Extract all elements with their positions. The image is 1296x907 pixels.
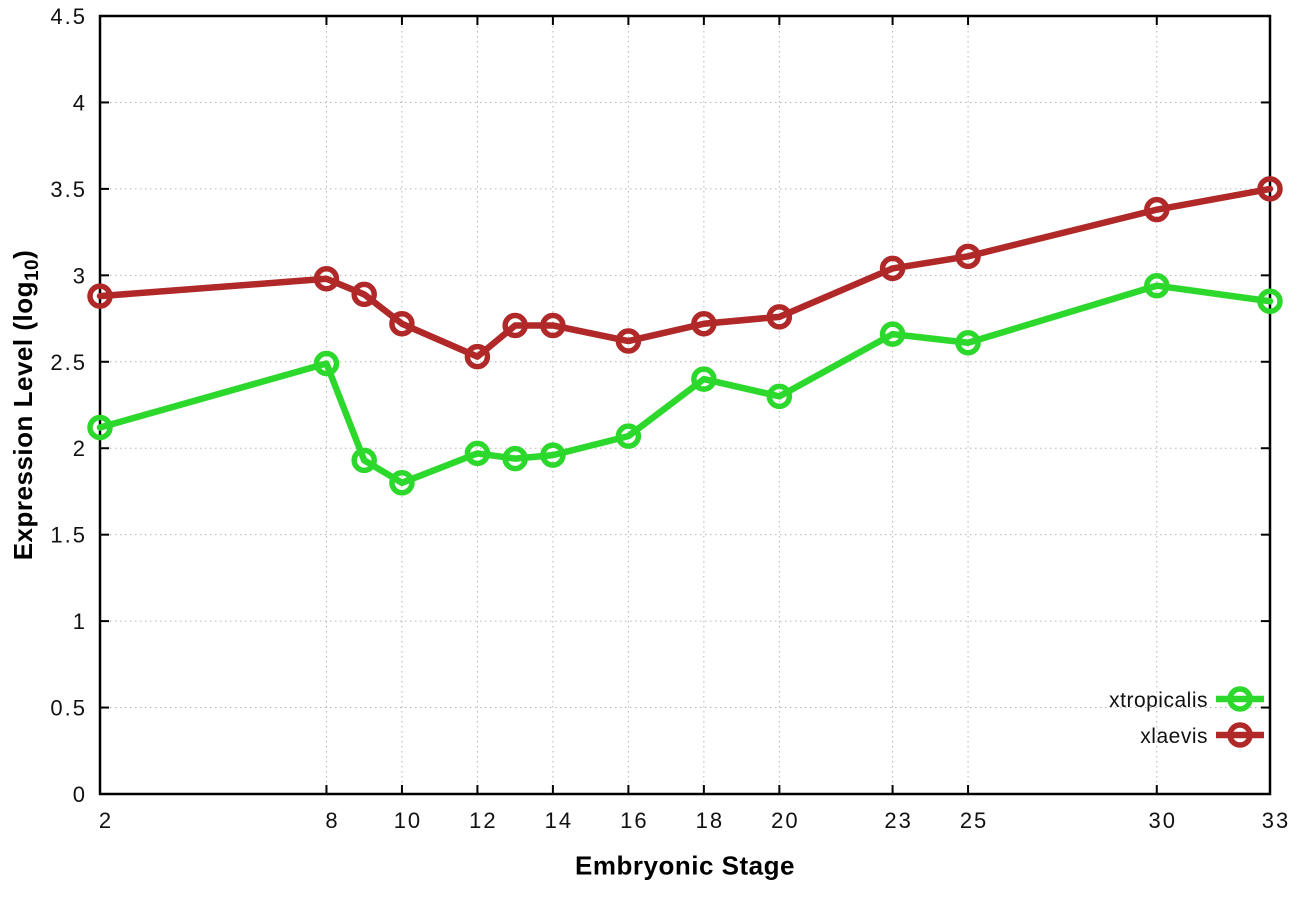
legend-marker-xtropicalis [1227,686,1253,712]
data-point-xtropicalis [87,414,113,441]
data-point-xtropicalis [351,447,377,474]
x-tick-label: 23 [884,808,912,833]
legend-marker-xlaevis [1227,722,1253,748]
data-point-xlaevis [351,281,377,308]
x-tick-label: 12 [469,808,497,833]
data-point-xtropicalis [389,470,415,496]
data-point-xlaevis [87,283,113,309]
y-tick-label: 0 [73,782,87,807]
x-tick-label: 20 [771,808,799,833]
y-tick-label: 1 [73,609,87,634]
x-tick-label: 33 [1262,808,1290,833]
data-point-xlaevis [540,312,566,339]
legend-label-xtropicalis: xtropicalis [1109,689,1208,712]
y-tick-label: 0.5 [50,696,87,721]
y-axis-title: Expression Level (log10) [8,250,44,561]
x-tick-label: 18 [696,808,724,833]
data-point-xlaevis [766,304,793,330]
y-tick-label: 4.5 [50,4,87,29]
x-tick-label: 8 [325,808,339,833]
y-axis-title-subscript: 10 [22,258,44,282]
data-point-xlaevis [691,310,717,337]
data-point-xtropicalis [502,445,528,472]
series-line-xlaevis [96,185,1274,360]
data-point-xtropicalis [766,383,793,410]
data-point-xtropicalis [540,442,566,468]
data-point-xlaevis [615,328,642,354]
data-point-xtropicalis [879,321,906,347]
data-point-xtropicalis [615,423,642,449]
x-axis-title: Embryonic Stage [575,850,795,881]
data-point-xtropicalis [1144,272,1170,299]
data-point-xlaevis [1144,196,1170,223]
data-point-xlaevis [1257,176,1283,202]
data-point-xtropicalis [464,440,491,467]
data-point-xlaevis [313,266,340,292]
y-tick-label: 4 [73,90,87,115]
x-tick-label: 25 [960,808,988,833]
x-tick-label: 10 [394,808,422,833]
plot-border [98,14,1272,796]
data-point-xtropicalis [313,350,340,377]
data-point-xlaevis [464,343,491,370]
data-point-xtropicalis [1257,288,1283,315]
x-tick-label: 30 [1149,808,1177,833]
y-tick-label: 1.5 [50,523,87,548]
data-point-xlaevis [879,255,906,282]
data-point-xlaevis [502,312,528,339]
data-point-xtropicalis [691,366,717,392]
y-tick-label: 3.5 [50,177,87,202]
data-point-xlaevis [389,310,415,337]
x-tick-label: 16 [620,808,648,833]
x-tick-label: 2 [99,808,113,833]
data-point-xtropicalis [955,330,981,356]
x-tick-label: 14 [545,808,573,833]
y-tick-label: 3 [73,263,87,288]
series-line-xtropicalis [96,282,1274,487]
data-point-xlaevis [955,243,981,270]
y-axis-title-suffix: ) [7,249,38,259]
y-tick-label: 2.5 [50,350,87,375]
legend-label-xlaevis: xlaevis [1140,725,1208,748]
y-axis-title-text: Expression Level (log [7,281,38,561]
y-tick-label: 2 [73,436,87,461]
